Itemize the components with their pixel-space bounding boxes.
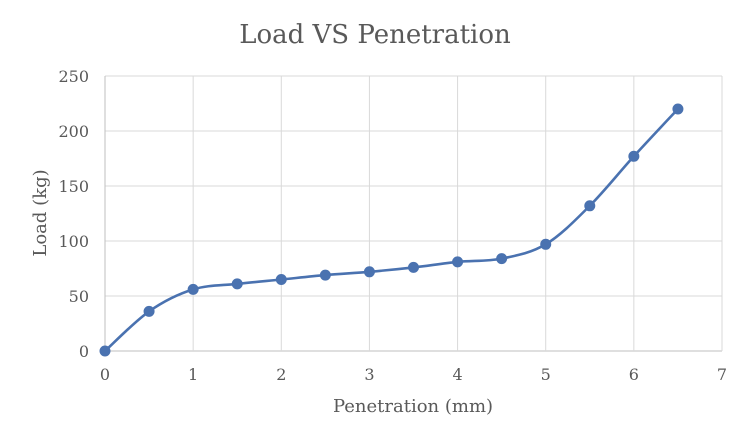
chart-title: Load VS Penetration xyxy=(239,20,511,50)
data-point xyxy=(231,278,243,290)
data-point xyxy=(363,266,375,278)
x-tick-label: 7 xyxy=(717,365,727,384)
data-point xyxy=(99,345,111,357)
y-tick-label: 0 xyxy=(79,342,89,361)
data-point xyxy=(584,200,596,212)
x-tick-label: 6 xyxy=(629,365,639,384)
series xyxy=(99,103,684,357)
x-tick-label: 4 xyxy=(452,365,462,384)
data-point xyxy=(275,274,287,285)
data-point xyxy=(540,238,552,250)
x-tick-label: 2 xyxy=(276,365,286,384)
series-line xyxy=(104,108,679,352)
tick-labels: 0 50 100 150 200 250 0 1 2 3 4 5 6 7 xyxy=(58,67,727,384)
data-point xyxy=(496,253,508,265)
y-tick-label: 250 xyxy=(58,67,89,86)
y-tick-label: 150 xyxy=(58,177,89,196)
x-tick-label: 5 xyxy=(541,365,551,384)
y-tick-label: 50 xyxy=(69,287,89,306)
data-point xyxy=(628,150,640,162)
x-tick-label: 1 xyxy=(188,365,198,384)
x-tick-label: 0 xyxy=(100,365,110,384)
data-point xyxy=(452,256,464,268)
y-tick-label: 100 xyxy=(58,232,89,251)
gridlines xyxy=(104,75,723,352)
data-point xyxy=(672,103,684,115)
y-axis-label: Load (kg) xyxy=(30,169,51,256)
data-point xyxy=(187,283,199,295)
y-tick-label: 200 xyxy=(58,122,89,141)
x-tick-label: 3 xyxy=(364,365,374,384)
data-point xyxy=(143,305,155,317)
data-point xyxy=(319,269,331,281)
data-point xyxy=(408,261,419,273)
x-axis-label: Penetration (mm) xyxy=(333,396,493,417)
